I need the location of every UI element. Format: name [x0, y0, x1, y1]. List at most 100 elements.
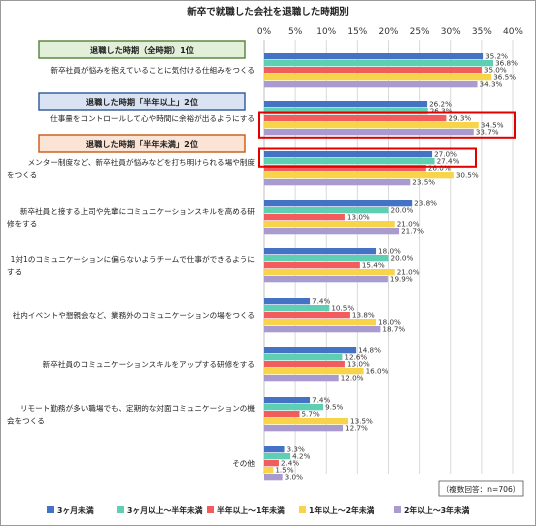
bar-value-label: 30.5% [456, 171, 479, 180]
bar-2-4 [264, 179, 411, 186]
bar-7-1 [264, 404, 324, 411]
legend-swatch-2 [207, 506, 214, 513]
bar-5-3 [264, 319, 377, 326]
bar-value-label: 14.8% [358, 346, 381, 355]
bar-value-label: 26.2% [429, 100, 452, 109]
bar-5-2 [264, 312, 350, 319]
bar-0-0 [264, 53, 484, 60]
bar-value-label: 21.0% [397, 220, 420, 229]
bar-value-label: 23.8% [414, 199, 437, 208]
bar-6-1 [264, 354, 343, 361]
annotation-box-2 [38, 134, 246, 153]
bar-3-0 [264, 200, 413, 207]
category-label: 新卒社員のコミュニケーションスキルをアップする研修をする [43, 359, 255, 369]
bar-value-label: 9.5% [325, 403, 343, 412]
x-tick-label: 20% [378, 27, 398, 37]
bar-value-label: 35.0% [484, 66, 507, 75]
bar-value-label: 36.8% [495, 59, 518, 68]
bar-value-label: 13.0% [347, 213, 370, 222]
legend-label: 1年以上～2年未満 [309, 505, 375, 515]
bar-0-4 [264, 81, 478, 88]
bar-value-label: 26.3% [430, 107, 453, 116]
bar-8-2 [264, 460, 279, 467]
bar-value-label: 2.4% [281, 459, 299, 468]
bar-4-2 [264, 262, 360, 269]
legend-label: 3ヶ月未満 [57, 505, 94, 515]
bar-1-0 [264, 101, 428, 108]
bar-value-label: 18.0% [378, 318, 401, 327]
annotation-label: 退職した時期「半年未満」2位 [86, 139, 198, 149]
x-tick-label: 40% [503, 27, 523, 37]
bar-value-label: 34.5% [481, 121, 504, 130]
legend-label: 半年以上～1年未満 [217, 505, 285, 515]
category-label: する [7, 267, 22, 276]
bar-value-label: 7.4% [312, 297, 330, 306]
bar-value-label: 23.5% [412, 178, 435, 187]
bar-value-label: 3.0% [285, 473, 303, 482]
category-label: 新卒社員が悩みを抱えていることに気付ける仕組みをつくる [51, 65, 256, 75]
category-label: その他 [232, 458, 255, 468]
bar-value-label: 21.7% [401, 227, 424, 236]
category-label: をつくる [7, 170, 37, 179]
legend-label: 2年以上～3年未満 [404, 505, 470, 515]
bar-3-4 [264, 228, 400, 235]
bar-value-label: 13.0% [347, 360, 370, 369]
bar-1-2 [264, 115, 447, 122]
bar-value-label: 13.8% [352, 311, 375, 320]
bar-value-label: 10.5% [331, 304, 354, 313]
bar-value-label: 20.0% [391, 254, 414, 263]
category-label: 仕事量をコントロールして心や時間に余裕が出るようにする [50, 113, 255, 123]
x-tick-label: 25% [410, 27, 430, 37]
bar-value-label: 27.4% [437, 157, 460, 166]
bar-value-label: 20.0% [391, 206, 414, 215]
bar-value-label: 21.0% [397, 268, 420, 277]
bar-value-label: 18.7% [382, 325, 405, 334]
x-tick-label: 30% [441, 27, 461, 37]
bar-6-2 [264, 361, 345, 368]
bar-2-3 [264, 172, 454, 179]
bar-value-label: 19.9% [390, 275, 413, 284]
category-label: リモート勤務が多い職場でも、定期的な対面コミュニケーションの機 [20, 403, 255, 413]
bar-6-0 [264, 347, 357, 354]
bar-2-1 [264, 158, 435, 165]
bar-5-4 [264, 326, 381, 333]
bar-4-0 [264, 248, 377, 255]
bar-value-label: 4.2% [292, 452, 310, 461]
bar-1-3 [264, 122, 479, 129]
category-label: 修をする [7, 218, 37, 228]
bar-3-3 [264, 221, 395, 228]
bar-8-4 [264, 474, 283, 481]
bar-value-label: 33.7% [476, 128, 499, 137]
bar-3-1 [264, 207, 389, 214]
category-label: 新卒社員と接する上司や先輩にコミュニケーションスキルを高める研 [20, 206, 256, 216]
bar-0-1 [264, 60, 494, 67]
bar-8-1 [264, 453, 291, 460]
bar-1-1 [264, 108, 428, 115]
x-tick-label: 0% [257, 27, 272, 37]
bar-8-0 [264, 446, 285, 453]
bar-2-2 [264, 165, 426, 172]
bar-value-label: 1.5% [275, 466, 293, 475]
bar-value-label: 5.7% [301, 410, 319, 419]
annotation-label: 退職した時期（全時期）1位 [90, 45, 194, 55]
sample-size-note: （複数回答：n=706） [442, 484, 521, 494]
bar-5-1 [264, 305, 330, 312]
bar-value-label: 12.6% [344, 353, 367, 362]
bar-value-label: 15.4% [362, 261, 385, 270]
highlight-box-0 [258, 111, 516, 139]
bar-6-3 [264, 368, 364, 375]
bar-value-label: 29.3% [448, 114, 471, 123]
bar-value-label: 3.3% [287, 445, 305, 454]
bar-value-label: 36.5% [493, 73, 516, 82]
x-tick-label: 15% [347, 27, 367, 37]
x-tick-label: 10% [316, 27, 336, 37]
bar-2-0 [264, 151, 433, 158]
note-box [438, 480, 524, 497]
legend-label: 3ヶ月以上～半年未満 [127, 505, 203, 515]
bar-4-1 [264, 255, 389, 262]
chart-title: 新卒で就職した会社を退職した時期別 [187, 6, 349, 18]
category-label: 会をつくる [7, 415, 45, 425]
bar-value-label: 35.2% [485, 52, 508, 61]
